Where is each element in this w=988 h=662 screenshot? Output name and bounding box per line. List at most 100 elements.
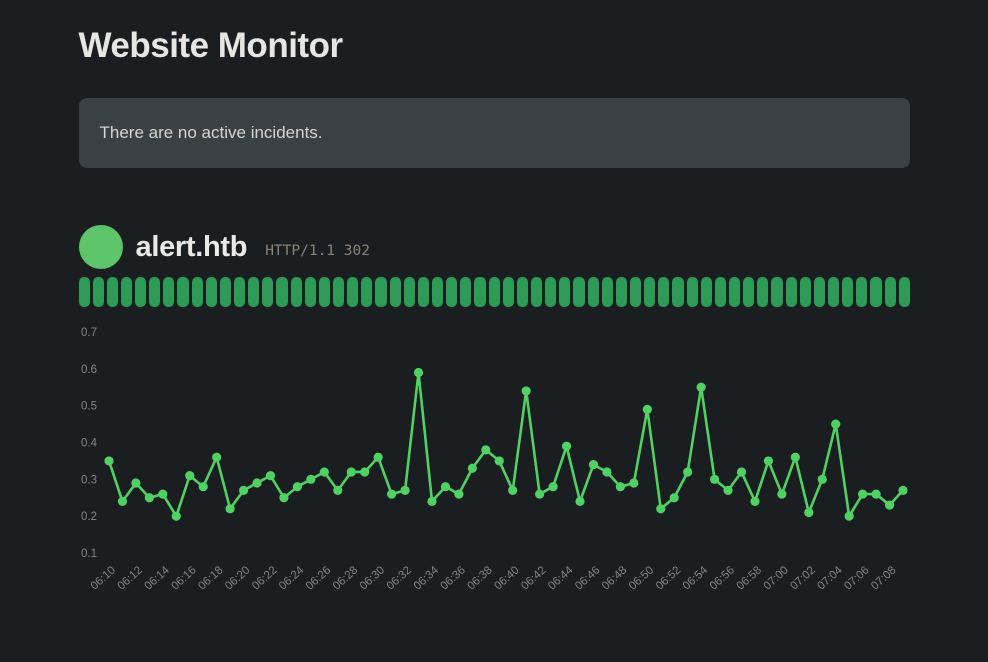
chart-point[interactable] <box>171 511 181 521</box>
uptime-bar[interactable] <box>672 277 684 307</box>
chart-point[interactable] <box>211 452 221 462</box>
uptime-bar[interactable] <box>615 277 627 307</box>
response-time-chart[interactable]: 0.70.60.50.40.30.20.106:1006:1206:1406:1… <box>79 318 910 610</box>
uptime-bar[interactable] <box>318 277 331 307</box>
uptime-bar[interactable] <box>446 277 458 307</box>
chart-point[interactable] <box>278 493 289 503</box>
chart-point[interactable] <box>265 471 275 481</box>
uptime-bar[interactable] <box>502 277 514 307</box>
uptime-bar[interactable] <box>304 277 316 307</box>
uptime-bar[interactable] <box>290 277 302 307</box>
chart-point[interactable] <box>817 474 827 484</box>
uptime-bar[interactable] <box>106 277 118 307</box>
chart-point[interactable] <box>251 478 262 488</box>
uptime-bar[interactable] <box>432 277 444 307</box>
uptime-bar[interactable] <box>559 277 571 307</box>
uptime-bar[interactable] <box>785 277 797 307</box>
chart-point[interactable] <box>709 474 719 484</box>
uptime-bar[interactable] <box>347 277 359 307</box>
uptime-bar[interactable] <box>361 277 373 307</box>
chart-point[interactable] <box>238 485 248 495</box>
chart-point[interactable] <box>844 511 854 521</box>
chart-point[interactable] <box>386 489 396 499</box>
chart-point[interactable] <box>198 482 208 492</box>
chart-point[interactable] <box>305 474 315 484</box>
chart-point[interactable] <box>682 467 692 477</box>
uptime-bar[interactable] <box>601 277 613 307</box>
uptime-bar[interactable] <box>884 277 896 307</box>
chart-point[interactable] <box>574 496 585 507</box>
uptime-bar[interactable] <box>177 277 189 307</box>
uptime-bar[interactable] <box>813 277 825 307</box>
uptime-bar[interactable] <box>587 277 599 307</box>
chart-point[interactable] <box>453 489 463 499</box>
chart-point[interactable] <box>749 496 760 507</box>
uptime-bar[interactable] <box>417 277 430 307</box>
chart-point[interactable] <box>655 504 665 514</box>
uptime-bar[interactable] <box>870 277 882 307</box>
uptime-bar[interactable] <box>389 277 401 307</box>
uptime-bar[interactable] <box>545 277 557 307</box>
uptime-bar[interactable] <box>92 277 104 307</box>
chart-point[interactable] <box>130 478 141 488</box>
chart-point[interactable] <box>642 404 652 414</box>
uptime-bar[interactable] <box>629 277 642 307</box>
chart-point[interactable] <box>184 471 194 481</box>
chart-point[interactable] <box>480 445 490 455</box>
chart-point[interactable] <box>776 489 786 499</box>
chart-point[interactable] <box>696 382 706 392</box>
uptime-bar[interactable] <box>842 277 854 307</box>
chart-point[interactable] <box>628 478 638 488</box>
uptime-bar[interactable] <box>375 277 387 307</box>
chart-point[interactable] <box>803 507 813 518</box>
chart-point[interactable] <box>373 452 383 462</box>
uptime-bar[interactable] <box>120 277 133 307</box>
chart-point[interactable] <box>521 386 531 396</box>
uptime-bar[interactable] <box>573 277 585 307</box>
uptime-bar[interactable] <box>78 277 90 307</box>
chart-point[interactable] <box>292 482 302 492</box>
chart-point[interactable] <box>790 452 800 462</box>
uptime-bar[interactable] <box>771 277 783 307</box>
uptime-bar[interactable] <box>898 277 910 307</box>
uptime-bar[interactable] <box>531 277 543 307</box>
chart-point[interactable] <box>830 419 840 429</box>
uptime-bar[interactable] <box>856 277 868 307</box>
uptime-bar[interactable] <box>728 277 741 307</box>
chart-point[interactable] <box>399 485 410 495</box>
chart-point[interactable] <box>870 489 881 499</box>
uptime-bar[interactable] <box>219 277 232 307</box>
chart-point[interactable] <box>588 460 598 470</box>
chart-point[interactable] <box>857 489 867 499</box>
chart-point[interactable] <box>346 467 356 477</box>
chart-point[interactable] <box>117 496 127 507</box>
uptime-bar[interactable] <box>403 277 415 307</box>
chart-point[interactable] <box>440 482 450 492</box>
chart-point[interactable] <box>144 493 154 503</box>
uptime-bar[interactable] <box>700 277 712 307</box>
chart-point[interactable] <box>426 496 437 507</box>
uptime-bar[interactable] <box>205 277 217 307</box>
chart-point[interactable] <box>763 456 773 466</box>
chart-point[interactable] <box>494 456 504 466</box>
chart-point[interactable] <box>736 467 746 477</box>
uptime-bar[interactable] <box>516 277 528 307</box>
chart-point[interactable] <box>319 467 329 477</box>
uptime-bar[interactable] <box>191 277 203 307</box>
chart-point[interactable] <box>534 489 544 499</box>
uptime-bar[interactable] <box>757 277 769 307</box>
uptime-bar[interactable] <box>743 277 755 307</box>
chart-point[interactable] <box>884 500 894 510</box>
uptime-bar[interactable] <box>460 277 472 307</box>
uptime-bar[interactable] <box>488 277 500 307</box>
uptime-bar[interactable] <box>686 277 698 307</box>
uptime-bar[interactable] <box>262 277 274 307</box>
chart-point[interactable] <box>561 441 571 451</box>
uptime-bar[interactable] <box>135 277 147 307</box>
uptime-bar[interactable] <box>658 277 670 307</box>
uptime-bar[interactable] <box>799 277 811 307</box>
uptime-bar[interactable] <box>474 277 486 307</box>
chart-point[interactable] <box>467 463 477 473</box>
uptime-bar[interactable] <box>827 277 840 307</box>
chart-point[interactable] <box>669 493 679 503</box>
